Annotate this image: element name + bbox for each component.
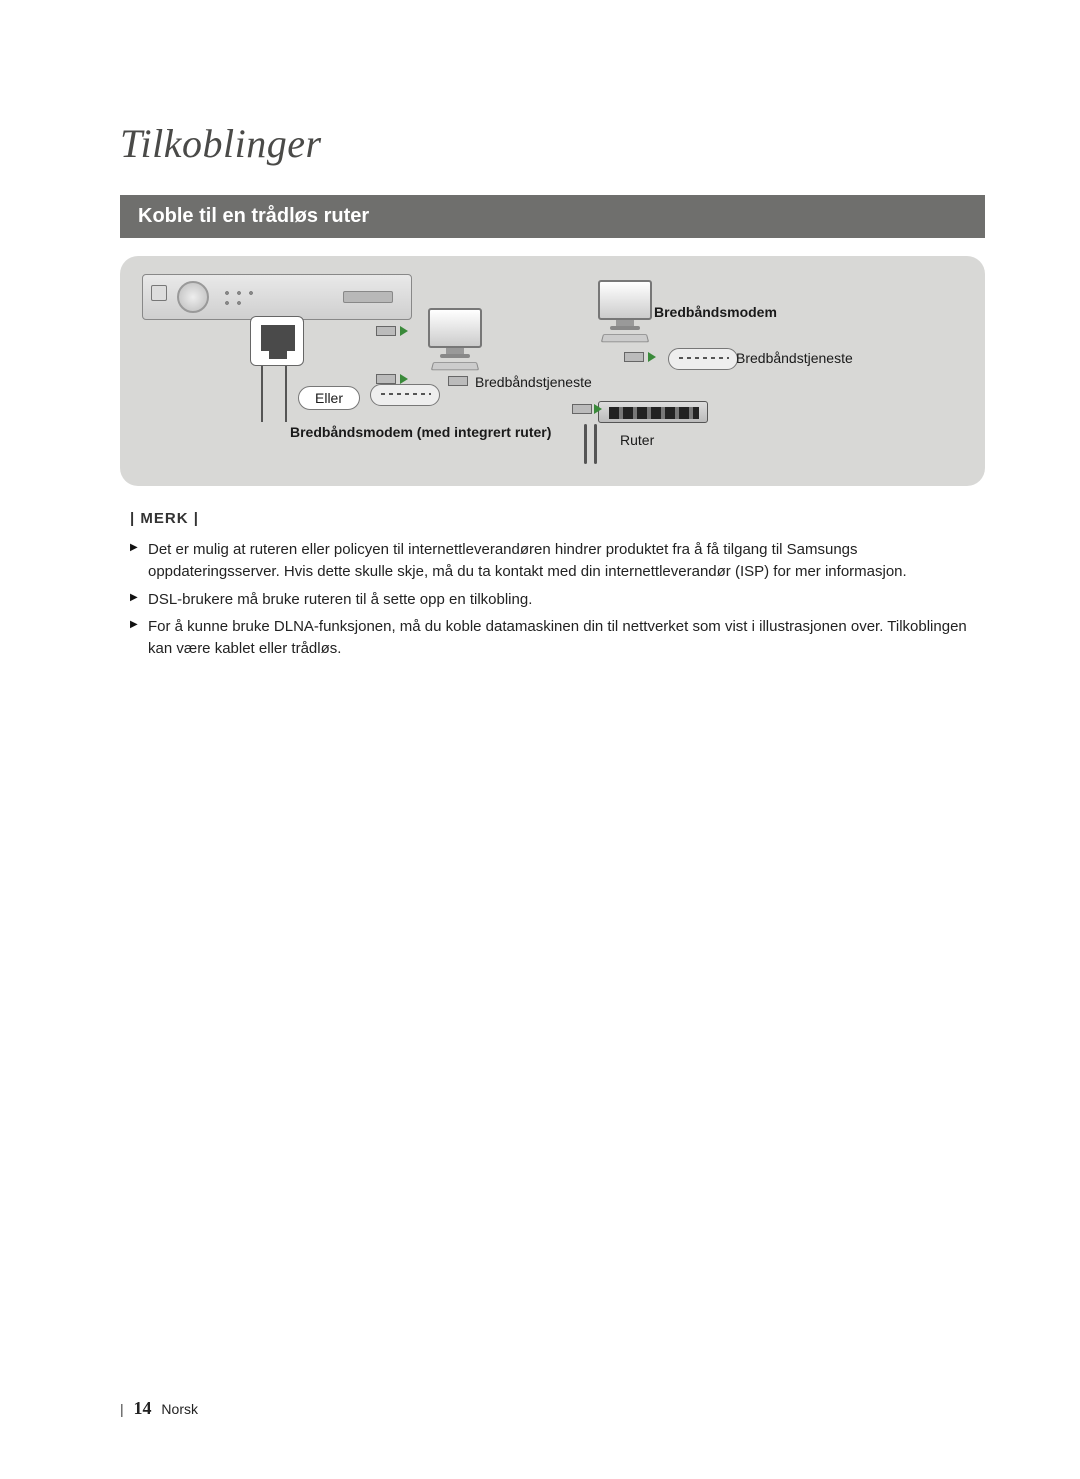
list-item: Det er mulig at ruteren eller policyen t…: [130, 539, 985, 583]
section-subheading-bar: Koble til en trådløs ruter: [120, 195, 985, 238]
arrow-right-icon: [400, 374, 408, 384]
broadband-service-label: Bredbåndstjeneste: [475, 374, 592, 390]
cable-icon: [285, 366, 287, 422]
modem-integrated-icon: [370, 384, 440, 406]
antenna-icon: [584, 424, 587, 464]
connection-diagram: Eller Bredbåndstjeneste Bredbåndsmodem (…: [120, 256, 985, 486]
notes-list: Det er mulig at ruteren eller policyen t…: [120, 539, 985, 660]
plug-icon: [572, 404, 592, 414]
plug-icon: [376, 326, 396, 336]
arrow-right-icon: [648, 352, 656, 362]
footer-separator: |: [120, 1401, 124, 1417]
pc-icon: [420, 308, 490, 370]
cable-icon: [261, 366, 285, 422]
list-item: DSL-brukere må bruke ruteren til å sette…: [130, 589, 985, 611]
page-number: 14: [134, 1398, 152, 1418]
broadband-service-label: Bredbåndstjeneste: [736, 350, 853, 366]
note-text: DSL-brukere må bruke ruteren til å sette…: [148, 591, 532, 608]
page-title: Tilkoblinger: [120, 120, 985, 167]
broadband-modem-icon: [668, 348, 738, 370]
plug-icon: [448, 376, 468, 386]
lan-port-icon: [250, 316, 304, 366]
note-text: Det er mulig at ruteren eller policyen t…: [148, 541, 907, 580]
modem-integrated-label: Bredbåndsmodem (med integrert ruter): [290, 424, 551, 440]
page-language: Norsk: [161, 1401, 198, 1417]
router-icon: [598, 401, 708, 423]
antenna-icon: [594, 424, 597, 464]
player-device-icon: [142, 274, 412, 320]
plug-icon: [376, 374, 396, 384]
router-label: Ruter: [620, 432, 654, 448]
pc-icon: [590, 280, 660, 342]
manual-page: Tilkoblinger Koble til en trådløs ruter …: [0, 0, 1080, 1479]
list-item: For å kunne bruke DLNA-funksjonen, må du…: [130, 616, 985, 660]
arrow-right-icon: [400, 326, 408, 336]
note-text: For å kunne bruke DLNA-funksjonen, må du…: [148, 618, 967, 657]
section-subheading-text: Koble til en trådløs ruter: [138, 205, 369, 227]
notes-heading: MERK: [130, 510, 985, 527]
broadband-modem-label: Bredbåndsmodem: [654, 304, 777, 320]
plug-icon: [624, 352, 644, 362]
or-label: Eller: [315, 390, 343, 406]
arrow-right-icon: [594, 404, 602, 414]
or-pill: Eller: [298, 386, 360, 410]
notes-heading-text: MERK: [140, 510, 188, 527]
page-footer: | 14 Norsk: [120, 1398, 198, 1419]
